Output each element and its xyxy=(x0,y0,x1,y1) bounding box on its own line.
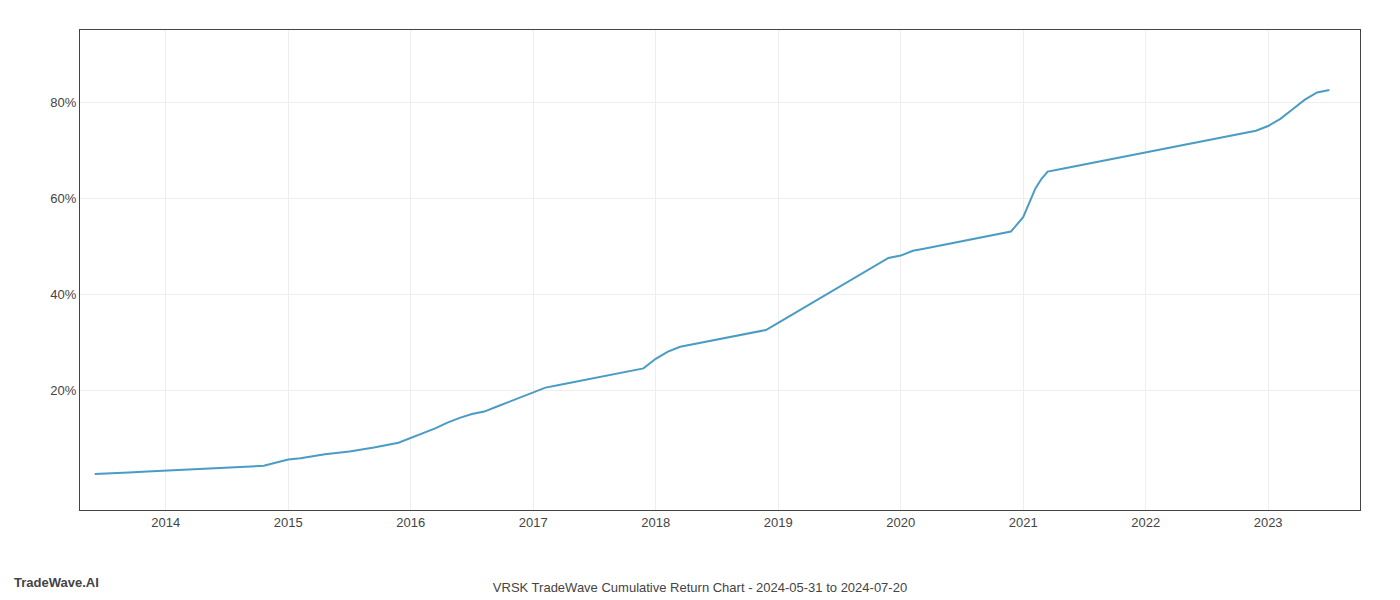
svg-text:2021: 2021 xyxy=(1009,515,1038,530)
svg-text:40%: 40% xyxy=(50,287,76,302)
svg-text:2023: 2023 xyxy=(1254,515,1283,530)
svg-text:VRSK TradeWave Cumulative Retu: VRSK TradeWave Cumulative Return Chart -… xyxy=(493,580,907,595)
svg-text:2016: 2016 xyxy=(396,515,425,530)
svg-text:2018: 2018 xyxy=(641,515,670,530)
svg-text:TradeWave.AI: TradeWave.AI xyxy=(14,575,99,590)
svg-text:60%: 60% xyxy=(50,191,76,206)
svg-text:2014: 2014 xyxy=(151,515,180,530)
svg-text:2020: 2020 xyxy=(886,515,915,530)
svg-text:2017: 2017 xyxy=(519,515,548,530)
svg-text:20%: 20% xyxy=(50,383,76,398)
svg-text:80%: 80% xyxy=(50,95,76,110)
svg-text:2015: 2015 xyxy=(274,515,303,530)
svg-text:2022: 2022 xyxy=(1131,515,1160,530)
svg-text:2019: 2019 xyxy=(764,515,793,530)
